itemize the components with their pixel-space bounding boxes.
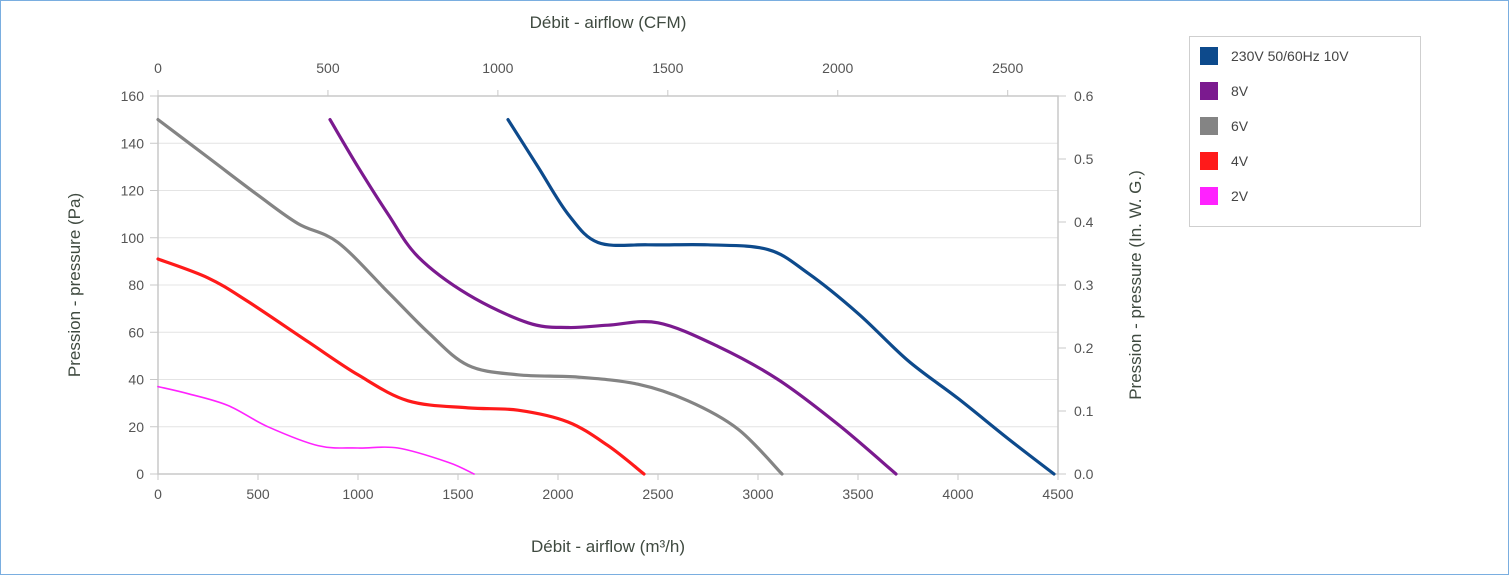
legend-item: 8V xyxy=(1200,80,1248,102)
legend-item: 6V xyxy=(1200,115,1248,137)
tick-label-left: 160 xyxy=(121,88,145,104)
tick-label-left: 120 xyxy=(121,183,145,199)
tick-label-right: 0.4 xyxy=(1074,214,1094,230)
tick-label-bottom: 2500 xyxy=(642,486,673,502)
series-line-1 xyxy=(506,118,1056,476)
tick-label-right: 0.3 xyxy=(1074,277,1094,293)
tick-label-right: 0.0 xyxy=(1074,466,1094,482)
legend-swatch xyxy=(1200,117,1218,135)
top-axis-title: Débit - airflow (CFM) xyxy=(530,13,687,32)
tick-label-top: 0 xyxy=(154,60,162,76)
tick-label-left: 140 xyxy=(121,135,145,151)
legend-item: 4V xyxy=(1200,150,1248,172)
tick-label-bottom: 2000 xyxy=(542,486,573,502)
tick-label-top: 2000 xyxy=(822,60,853,76)
tick-label-bottom: 500 xyxy=(246,486,270,502)
legend-swatch xyxy=(1200,82,1218,100)
tick-label-top: 500 xyxy=(316,60,340,76)
tick-label-bottom: 1500 xyxy=(442,486,473,502)
tick-label-right: 0.1 xyxy=(1074,403,1094,419)
tick-label-right: 0.6 xyxy=(1074,88,1094,104)
tick-label-bottom: 3500 xyxy=(842,486,873,502)
tick-label-top: 2500 xyxy=(992,60,1023,76)
tick-label-top: 1500 xyxy=(652,60,683,76)
tick-label-bottom: 3000 xyxy=(742,486,773,502)
tick-label-left: 20 xyxy=(128,419,144,435)
legend-swatch xyxy=(1200,152,1218,170)
tick-label-left: 100 xyxy=(121,230,145,246)
legend-label: 8V xyxy=(1231,83,1249,99)
legend-label: 2V xyxy=(1231,188,1249,204)
tick-label-left: 80 xyxy=(128,277,144,293)
bottom-axis-title: Débit - airflow (m³/h) xyxy=(531,537,685,556)
legend: 230V 50/60Hz 10V 8V 6V 4V 2V xyxy=(1189,36,1421,227)
legend-label: 6V xyxy=(1231,118,1249,134)
series-lines xyxy=(156,118,1056,476)
legend-item: 2V xyxy=(1200,185,1248,207)
tick-label-left: 40 xyxy=(128,372,144,388)
series-line-4 xyxy=(156,257,646,476)
tick-label-right: 0.5 xyxy=(1074,151,1094,167)
tick-label-left: 0 xyxy=(136,466,144,482)
tick-label-right: 0.2 xyxy=(1074,340,1094,356)
grid xyxy=(158,142,1058,428)
tick-label-bottom: 1000 xyxy=(342,486,373,502)
tick-label-bottom: 0 xyxy=(154,486,162,502)
legend-label: 230V 50/60Hz 10V xyxy=(1231,48,1349,64)
legend-swatch xyxy=(1200,47,1218,65)
tick-label-top: 1000 xyxy=(482,60,513,76)
legend-label: 4V xyxy=(1231,153,1249,169)
tick-label-bottom: 4500 xyxy=(1042,486,1073,502)
legend-item: 230V 50/60Hz 10V xyxy=(1200,45,1349,67)
series-line-5 xyxy=(157,385,475,475)
series-line-2 xyxy=(328,118,898,476)
tick-label-bottom: 4000 xyxy=(942,486,973,502)
legend-swatch xyxy=(1200,187,1218,205)
right-axis-title: Pression - pressure (In. W. G.) xyxy=(1126,170,1145,400)
left-axis-title: Pression - pressure (Pa) xyxy=(65,193,84,377)
series-line-3 xyxy=(156,118,784,476)
tick-label-left: 60 xyxy=(128,324,144,340)
